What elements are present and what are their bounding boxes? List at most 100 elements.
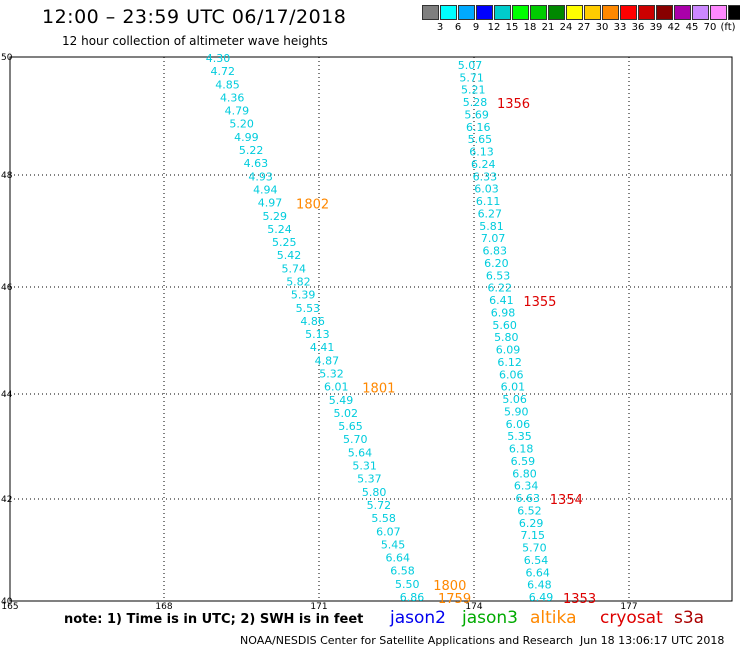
altika-time-label: 1800 <box>433 579 466 594</box>
map-frame <box>9 56 733 602</box>
scale-swatch <box>440 5 457 20</box>
track-east-value: 6.59 <box>511 455 536 468</box>
cryosat-time-label: 1356 <box>497 97 530 112</box>
altika-time-label: 1801 <box>362 382 395 397</box>
scale-swatch <box>602 5 619 20</box>
altika-time-label: 1802 <box>296 198 329 213</box>
track-east-value: 5.35 <box>507 430 532 443</box>
track-east-value: 6.01 <box>501 381 526 394</box>
track-east-value: 5.65 <box>468 133 493 146</box>
scale-label: 30 <box>595 22 609 33</box>
track-west-value: 5.31 <box>352 460 377 473</box>
track-west-value: 4.72 <box>210 65 235 78</box>
track-east-value: 6.20 <box>484 257 509 270</box>
track-west-value: 6.58 <box>390 565 415 578</box>
track-east-value: 6.06 <box>499 368 524 381</box>
track-west-value: 5.65 <box>338 420 363 433</box>
footer-note: note: 1) Time is in UTC; 2) SWH is in fe… <box>64 612 364 627</box>
track-east-value: 6.03 <box>474 183 499 196</box>
track-west-value: 5.02 <box>334 407 359 420</box>
track-west-value: 5.32 <box>319 368 344 381</box>
track-east-value: 6.48 <box>527 579 552 592</box>
scale-label: 3 <box>436 22 444 33</box>
track-west-value: 5.74 <box>281 262 306 275</box>
track-east-value: 5.60 <box>492 319 517 332</box>
scale-label: 39 <box>649 22 663 33</box>
scale-label: 36 <box>631 22 645 33</box>
scale-swatch <box>656 5 673 20</box>
latitude-tick-label: 44 <box>1 390 13 400</box>
longitude-tick-label: 168 <box>155 602 172 612</box>
scale-label: 12 <box>487 22 501 33</box>
track-east-value: 5.90 <box>504 405 529 418</box>
track-east-value: 6.11 <box>476 195 501 208</box>
scale-swatch <box>674 5 691 20</box>
track-west-value: 5.53 <box>296 302 321 315</box>
track-east-value: 6.98 <box>491 306 516 319</box>
track-west-value: 4.30 <box>206 52 231 65</box>
track-west-value: 4.94 <box>253 183 278 196</box>
scale-swatch <box>494 5 511 20</box>
track-west-value: 5.42 <box>277 249 302 262</box>
track-east-value: 5.80 <box>494 331 519 344</box>
scale-swatch <box>530 5 547 20</box>
track-west-value: 5.50 <box>395 578 420 591</box>
track-west-value: 5.37 <box>357 473 382 486</box>
scale-label: 42 <box>667 22 681 33</box>
scale-swatch <box>476 5 493 20</box>
longitude-tick-label: 177 <box>620 602 637 612</box>
scale-label: 6 <box>454 22 462 33</box>
track-east-value: 6.22 <box>487 282 512 295</box>
scale-label: (ft) <box>720 22 736 33</box>
track-west-value: 4.93 <box>248 170 273 183</box>
track-west-value: 6.86 <box>400 591 425 604</box>
track-east-value: 5.07 <box>458 59 483 72</box>
track-east-value: 6.29 <box>519 517 544 530</box>
legend-jason3: jason3 <box>462 608 518 628</box>
track-east-value: 6.27 <box>478 207 503 220</box>
track-west-value: 5.25 <box>272 236 297 249</box>
scale-label: 24 <box>559 22 573 33</box>
track-east-value: 5.69 <box>464 108 489 121</box>
track-east-value: 7.07 <box>481 232 506 245</box>
track-east-value: 6.49 <box>529 591 554 604</box>
track-west-value: 5.64 <box>348 446 373 459</box>
longitude-tick-label: 171 <box>310 602 327 612</box>
track-west-value: 4.99 <box>234 131 259 144</box>
track-east-value: 5.71 <box>459 71 484 84</box>
track-west-value: 4.63 <box>244 157 269 170</box>
page-subtitle: 12 hour collection of altimeter wave hei… <box>62 34 328 48</box>
legend-altika: altika <box>530 608 577 628</box>
track-west-value: 5.20 <box>229 118 254 131</box>
track-east-value: 6.80 <box>512 467 537 480</box>
track-west-value: 5.45 <box>381 538 406 551</box>
track-east-value: 5.21 <box>461 84 486 97</box>
track-east-value: 6.54 <box>524 554 549 567</box>
track-west-value: 5.80 <box>362 486 387 499</box>
track-east-value: 7.15 <box>520 529 545 542</box>
track-west-value: 4.41 <box>310 341 335 354</box>
color-scale <box>422 5 740 20</box>
scale-label: 15 <box>505 22 519 33</box>
scale-label: 33 <box>613 22 627 33</box>
cryosat-time-label: 1353 <box>563 592 596 607</box>
track-east-value: 6.06 <box>506 418 531 431</box>
track-west-value: 6.64 <box>386 552 411 565</box>
track-east-value: 6.53 <box>486 269 511 282</box>
scale-label: 45 <box>685 22 699 33</box>
legend-s3a: s3a <box>674 608 705 628</box>
legend-cryosat: cryosat <box>600 608 663 628</box>
scale-swatch <box>620 5 637 20</box>
track-west-value: 5.49 <box>329 394 354 407</box>
track-west-value: 5.13 <box>305 328 330 341</box>
scale-label: 21 <box>541 22 555 33</box>
scale-swatch <box>638 5 655 20</box>
altika-time-label: 1759 <box>438 592 471 607</box>
latitude-tick-label: 46 <box>1 283 13 293</box>
longitude-tick-label: 165 <box>1 602 18 612</box>
track-east-value: 6.34 <box>514 480 539 493</box>
track-west-value: 5.29 <box>263 210 288 223</box>
track-west-value: 5.58 <box>371 512 396 525</box>
track-east-value: 6.33 <box>473 170 498 183</box>
